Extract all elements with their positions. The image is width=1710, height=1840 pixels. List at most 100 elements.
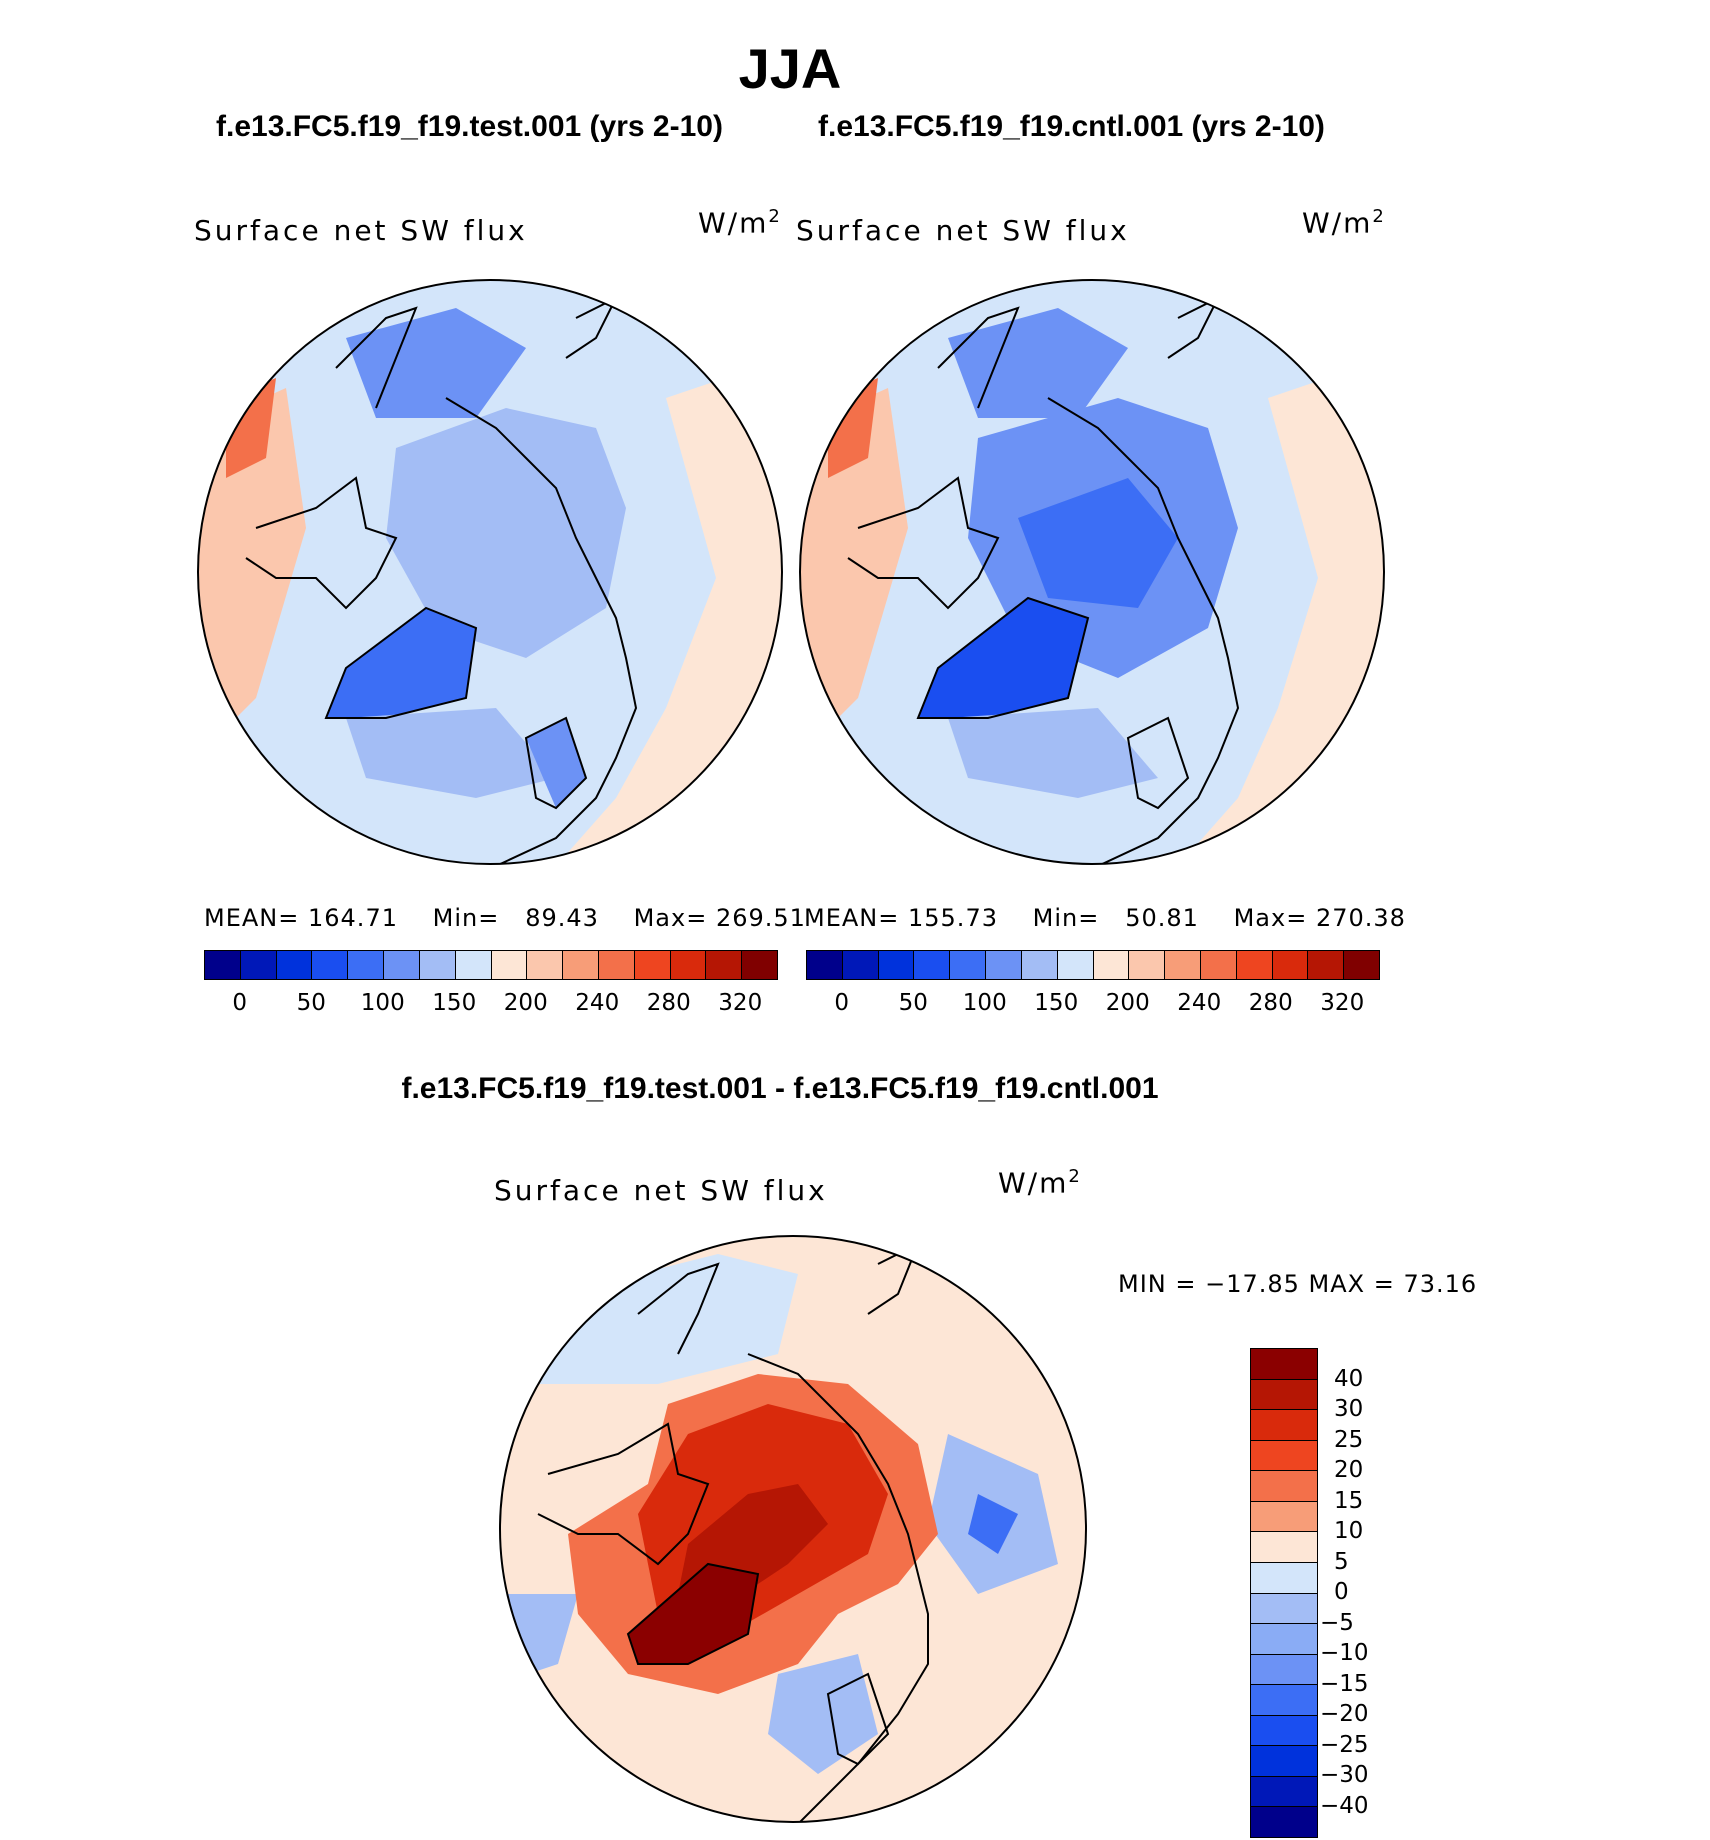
cntl-colorbar-ticks: 0 50 100 150 200 240 280 320 <box>806 990 1378 1020</box>
diff-minmax: MIN = −17.85 MAX = 73.16 <box>1118 1270 1478 1298</box>
cntl-colorbar-swatch <box>1308 951 1345 979</box>
diff-unit-label: W/m2 <box>998 1166 1082 1200</box>
test-map-siberia-blue <box>346 308 526 418</box>
diff-colorbar-swatch <box>1251 1807 1317 1837</box>
test-min: 89.43 <box>525 904 599 932</box>
test-variable-label: Surface net SW flux <box>194 214 528 247</box>
difference-header: f.e13.FC5.f19_f19.test.001 - f.e13.FC5.f… <box>401 1072 1159 1105</box>
cntl-colorbar-tick-label: 200 <box>1105 990 1150 1016</box>
cntl-colorbar-swatch <box>1021 951 1058 979</box>
cntl-colorbar-swatch <box>1057 951 1094 979</box>
diff-map-blue-east-core <box>968 1494 1018 1554</box>
cntl-colorbar-swatch <box>1093 951 1130 979</box>
test-map-coastlines <box>245 295 638 864</box>
test-colorbar-ticks: 0 50 100 150 200 240 280 320 <box>204 990 776 1020</box>
diff-colorbar-tick-label: 15 <box>1334 1487 1364 1514</box>
test-polar-map <box>197 279 783 865</box>
test-unit-label: W/m2 <box>698 206 782 240</box>
cntl-mean: 155.73 <box>908 904 998 932</box>
test-colorbar-swatch <box>563 951 599 979</box>
cntl-colorbar-swatch <box>878 951 915 979</box>
diff-colorbar-swatch <box>1251 1654 1317 1686</box>
cntl-colorbar-swatch <box>1165 951 1201 979</box>
cntl-colorbar-swatch <box>914 951 951 979</box>
diff-colorbar-tick-label: −30 <box>1320 1762 1369 1788</box>
diff-colorbar <box>1250 1348 1318 1838</box>
test-colorbar-swatch <box>491 951 528 979</box>
diff-variable-label: Surface net SW flux <box>494 1174 828 1207</box>
cntl-stats: MEAN= 155.73 Min= 50.81 Max= 270.38 <box>804 904 1406 932</box>
test-colorbar-tick-label: 0 <box>232 990 248 1016</box>
diff-colorbar-tick-label: 20 <box>1334 1457 1364 1483</box>
cntl-map-outline <box>799 279 1385 865</box>
test-colorbar-swatch <box>384 951 420 979</box>
test-colorbar-swatch <box>455 951 492 979</box>
diff-colorbar-swatch <box>1251 1379 1317 1411</box>
cntl-colorbar-swatch <box>986 951 1022 979</box>
diff-colorbar-tick-label: −10 <box>1320 1640 1369 1666</box>
diff-map-blue-south <box>768 1654 878 1774</box>
diff-colorbar-swatch <box>1251 1685 1317 1716</box>
cntl-map-coastlines <box>847 295 1240 864</box>
test-colorbar-tick-label: 150 <box>432 990 477 1016</box>
diff-colorbar-tick-label: −25 <box>1320 1731 1369 1758</box>
test-colorbar-tick-label: 100 <box>360 990 405 1016</box>
cntl-colorbar-tick-label: 50 <box>898 990 928 1016</box>
cntl-colorbar-tick-label: 0 <box>834 990 850 1016</box>
test-map-warm-ocean-west <box>198 388 306 758</box>
diff-colorbar-tick-label: 30 <box>1334 1396 1364 1422</box>
diff-colorbar-swatch <box>1251 1715 1317 1747</box>
diff-colorbar-swatch <box>1251 1440 1317 1472</box>
cntl-map-greenland <box>918 598 1088 718</box>
test-colorbar-tick-label: 280 <box>646 990 691 1016</box>
diff-colorbar-tick-label: −40 <box>1320 1792 1369 1819</box>
test-colorbar-swatch <box>205 951 241 979</box>
test-colorbar-swatch <box>706 951 743 979</box>
test-colorbar-swatch <box>348 951 385 979</box>
test-map-scandinavia <box>526 718 586 808</box>
cntl-run-header: f.e13.FC5.f19_f19.cntl.001 (yrs 2-10) <box>818 110 1325 143</box>
test-colorbar-tick-label: 320 <box>718 990 763 1016</box>
diff-map-coastlines <box>537 1241 929 1822</box>
cntl-polar-map <box>799 279 1385 865</box>
cntl-colorbar-swatch <box>950 951 987 979</box>
test-colorbar-tick-label: 200 <box>503 990 548 1016</box>
test-map-arctic-blue <box>386 408 626 658</box>
test-map-atlantic-blue <box>346 708 556 798</box>
diff-colorbar-tick-label: −5 <box>1320 1609 1354 1636</box>
diff-colorbar-swatch <box>1251 1562 1317 1594</box>
diff-colorbar-swatch <box>1251 1349 1317 1380</box>
test-colorbar-swatch <box>634 951 671 979</box>
diff-colorbar-swatch <box>1251 1532 1317 1563</box>
cntl-colorbar-tick-label: 280 <box>1248 990 1293 1016</box>
cntl-colorbar-tick-label: 240 <box>1177 990 1222 1016</box>
cntl-colorbar-tick-label: 320 <box>1320 990 1365 1016</box>
test-colorbar-swatch <box>527 951 564 979</box>
diff-colorbar-tick-label: 10 <box>1334 1518 1364 1544</box>
cntl-colorbar-swatch <box>1344 951 1379 979</box>
cntl-unit-label: W/m2 <box>1302 206 1386 240</box>
diff-colorbar-tick-label: 25 <box>1334 1426 1364 1453</box>
test-map-greenland <box>326 608 476 718</box>
test-colorbar-tick-label: 240 <box>575 990 620 1016</box>
test-colorbar-swatch <box>276 951 313 979</box>
test-colorbar-swatch <box>312 951 349 979</box>
figure-title: JJA <box>738 37 842 100</box>
test-colorbar-swatch <box>419 951 456 979</box>
cntl-colorbar-tick-label: 100 <box>962 990 1007 1016</box>
cntl-variable-label: Surface net SW flux <box>796 214 1130 247</box>
cntl-map-warm-ocean-west <box>800 388 908 758</box>
diff-colorbar-swatch <box>1251 1410 1317 1441</box>
cntl-colorbar-swatch <box>1272 951 1309 979</box>
cntl-max: 270.38 <box>1315 904 1406 932</box>
diff-colorbar-tick-label: −15 <box>1320 1670 1369 1697</box>
test-run-header: f.e13.FC5.f19_f19.test.001 (yrs 2-10) <box>216 110 723 143</box>
diff-colorbar-tick-label: 5 <box>1334 1548 1349 1575</box>
diff-colorbar-swatch <box>1251 1501 1317 1533</box>
test-colorbar-swatch <box>670 951 707 979</box>
diff-colorbar-tick-label: 0 <box>1334 1579 1349 1605</box>
cntl-min: 50.81 <box>1125 904 1199 932</box>
cntl-map-arctic-deep <box>1018 478 1178 608</box>
test-map-outline <box>197 279 783 865</box>
diff-colorbar-tick-label: −20 <box>1320 1701 1369 1727</box>
